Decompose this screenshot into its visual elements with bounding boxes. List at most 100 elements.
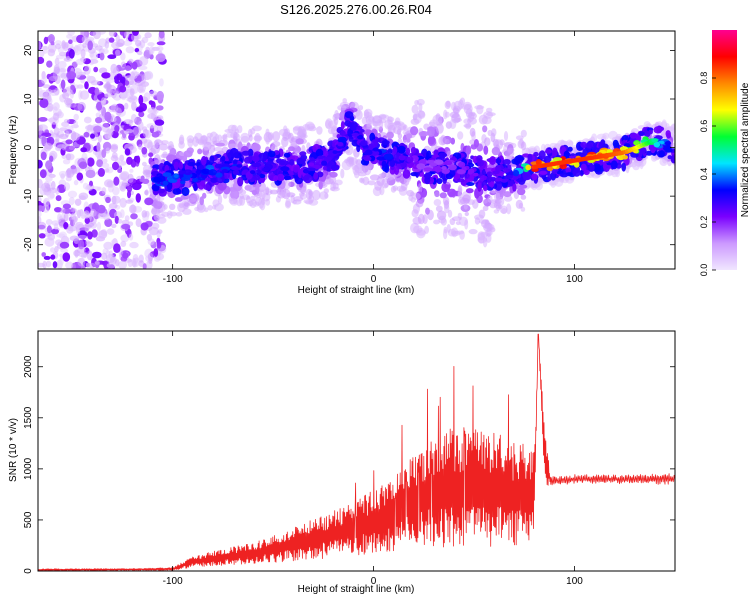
spectrogram-cell bbox=[77, 101, 86, 112]
spectrogram-cell bbox=[493, 209, 500, 214]
spectrogram-cell bbox=[229, 147, 239, 158]
spectrogram-cell bbox=[283, 128, 289, 134]
spectrogram-cell bbox=[247, 148, 254, 158]
snr-x-axis-label: Height of straight line (km) bbox=[298, 584, 415, 595]
y-tick-label: 2000 bbox=[23, 355, 34, 378]
spectrogram-cell bbox=[418, 131, 429, 137]
spectrogram-cell bbox=[187, 162, 196, 167]
spectrogram-cell bbox=[490, 176, 496, 182]
spectrogram-cell bbox=[68, 196, 75, 206]
spectrogram-cell bbox=[340, 121, 345, 130]
spectrogram-cell bbox=[629, 132, 638, 139]
spectrogram-cell bbox=[203, 184, 211, 191]
spectrogram-cell bbox=[38, 233, 46, 239]
spectrogram-cell bbox=[402, 169, 411, 179]
spectrogram-cell bbox=[207, 205, 213, 211]
spectrogram-cell bbox=[82, 182, 89, 190]
spectrogram-cell bbox=[172, 187, 182, 195]
spectrogram-cell bbox=[356, 125, 363, 131]
spectrogram-cell bbox=[309, 162, 315, 167]
spectrogram-cell bbox=[365, 149, 373, 156]
spectrogram-cell bbox=[645, 150, 653, 156]
spectrogram-cell bbox=[494, 180, 503, 191]
spectrogram-cell bbox=[209, 155, 215, 164]
spectrogram-cell bbox=[89, 51, 94, 58]
spectrogram-cell bbox=[140, 137, 148, 144]
spectrogram-cell bbox=[91, 229, 98, 238]
spectrogram-cell bbox=[73, 220, 78, 228]
spectrogram-cell bbox=[78, 192, 89, 200]
spectrogram-cell bbox=[259, 173, 266, 179]
spectrogram-cell bbox=[125, 128, 134, 134]
spectrogram-cell bbox=[106, 128, 114, 137]
spectrogram-cell bbox=[183, 150, 193, 158]
spectrogram-cell bbox=[515, 199, 523, 209]
spectrogram-cell bbox=[129, 168, 134, 173]
spectrogram-cell bbox=[147, 252, 154, 262]
spectrogram-cell bbox=[45, 219, 53, 226]
spectrogram-cell bbox=[227, 143, 237, 149]
spectrogram-cell bbox=[65, 153, 72, 161]
spectrogram-cell bbox=[445, 173, 454, 180]
spectrogram-cell bbox=[215, 172, 223, 178]
spectrogram-cell bbox=[57, 60, 67, 69]
spectrogram-cell bbox=[392, 146, 398, 155]
spectrogram-cell bbox=[60, 79, 66, 90]
spectrogram-cell bbox=[132, 126, 141, 136]
spectrogram-cell bbox=[58, 231, 67, 240]
spectrogram-cell bbox=[583, 169, 590, 175]
spectrogram-cell bbox=[63, 87, 72, 97]
spectrogram-cell bbox=[104, 168, 110, 173]
spectrogram-cell bbox=[473, 139, 479, 148]
spectrogram-cell bbox=[197, 165, 205, 171]
spectrogram-cell bbox=[658, 150, 665, 158]
spectrogram-cell bbox=[443, 109, 448, 120]
spectrogram-cell bbox=[55, 195, 62, 202]
spectrogram-cell bbox=[105, 77, 115, 84]
spectrogram-cell bbox=[457, 169, 466, 175]
spectrogram-cell bbox=[127, 173, 134, 183]
spectrogram-cell bbox=[201, 168, 210, 175]
spectrogram-cell bbox=[142, 178, 150, 184]
spectrogram-cell bbox=[221, 155, 226, 162]
spectrogram-cell bbox=[390, 185, 397, 193]
spectrogram-cell bbox=[50, 41, 55, 46]
spectrogram-cell bbox=[144, 189, 149, 196]
spectrogram-cell bbox=[38, 178, 43, 189]
spectrogram-cell bbox=[410, 146, 417, 154]
spectrogram-cell bbox=[383, 153, 394, 160]
spectrogram-cell bbox=[77, 246, 86, 254]
spectrogram-cell bbox=[323, 156, 332, 162]
spectrogram-cell bbox=[119, 31, 125, 36]
spectrogram-cell bbox=[120, 182, 127, 190]
spectrogram-cell bbox=[665, 146, 672, 153]
spectrogram-cell bbox=[447, 188, 457, 197]
spectrogram-cell bbox=[386, 131, 394, 139]
spectrogram-cell bbox=[199, 196, 204, 206]
spectrogram-cell bbox=[125, 199, 134, 204]
colorbar-tick-label: 0.4 bbox=[699, 168, 709, 181]
spectrogram-cell bbox=[503, 167, 509, 174]
spectrogram-cell bbox=[467, 168, 475, 175]
spectrogram-cell bbox=[45, 160, 53, 170]
spectrogram-cell bbox=[96, 159, 104, 168]
spectrogram-cell bbox=[130, 204, 136, 214]
spectrogram-cell bbox=[97, 186, 102, 191]
spectrogram-cell bbox=[403, 124, 408, 131]
spectrogram-cell bbox=[483, 185, 488, 192]
spectrogram-cell bbox=[127, 190, 131, 199]
spectrogram-cell bbox=[258, 198, 265, 209]
spectrogram-cell bbox=[106, 228, 115, 235]
spectrogram-cell bbox=[157, 241, 162, 249]
spectrogram-cell bbox=[469, 127, 476, 137]
spectrogram-cell bbox=[328, 171, 338, 178]
spectrogram-cell bbox=[119, 197, 127, 208]
spectrogram-cell bbox=[665, 130, 671, 137]
spectrogram-cell bbox=[492, 170, 500, 175]
spectrogram-cell bbox=[95, 31, 106, 35]
spectrogram-cell bbox=[193, 182, 198, 192]
spectrogram-cell bbox=[525, 164, 532, 171]
spectrogram-cell bbox=[163, 204, 168, 210]
spectrogram-cell bbox=[406, 133, 413, 139]
spectrogram-cell bbox=[506, 174, 513, 179]
